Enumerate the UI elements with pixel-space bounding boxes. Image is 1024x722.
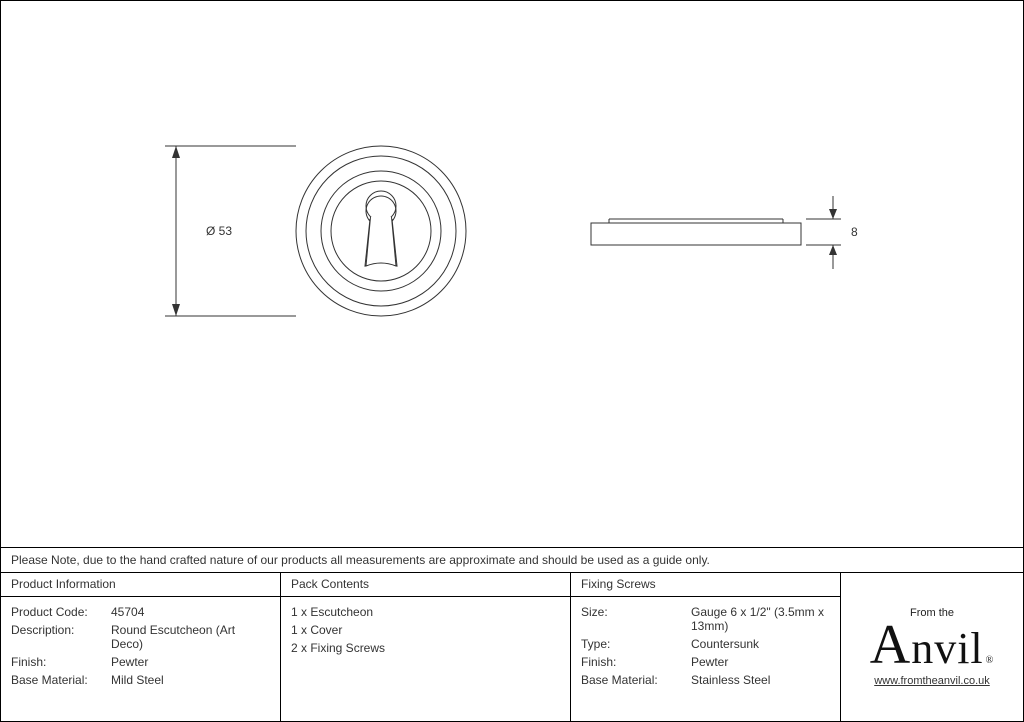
screw-size-label: Size: (581, 605, 691, 633)
drawing-area: Ø 53 (1, 1, 1023, 547)
logo-brand-rest: nvil (911, 627, 983, 671)
screw-type-value: Countersunk (691, 637, 830, 651)
screw-finish-row: Finish: Pewter (581, 655, 830, 669)
logo-brand-a: A (870, 617, 911, 673)
fixing-screws-header: Fixing Screws (571, 573, 840, 597)
base-material-row: Base Material: Mild Steel (11, 673, 270, 687)
finish-label: Finish: (11, 655, 111, 669)
note-row: Please Note, due to the hand crafted nat… (1, 547, 1023, 573)
screw-type-row: Type: Countersunk (581, 637, 830, 651)
note-text: Please Note, due to the hand crafted nat… (11, 553, 710, 567)
base-material-value: Mild Steel (111, 673, 270, 687)
pack-item-2: 1 x Cover (291, 623, 560, 637)
depth-label: 8 (851, 225, 858, 239)
pack-item-3: 2 x Fixing Screws (291, 641, 560, 655)
pack-contents-column: Pack Contents 1 x Escutcheon 1 x Cover 2… (281, 573, 571, 721)
screw-type-label: Type: (581, 637, 691, 651)
product-code-value: 45704 (111, 605, 270, 619)
finish-value: Pewter (111, 655, 270, 669)
page-frame: Ø 53 (0, 0, 1024, 722)
base-material-label: Base Material: (11, 673, 111, 687)
product-info-body: Product Code: 45704 Description: Round E… (1, 597, 280, 721)
description-label: Description: (11, 623, 111, 651)
logo-url: www.fromtheanvil.co.uk (874, 675, 990, 687)
technical-drawing: Ø 53 (1, 1, 1023, 547)
screw-finish-label: Finish: (581, 655, 691, 669)
screw-base-material-label: Base Material: (581, 673, 691, 687)
screw-base-material-value: Stainless Steel (691, 673, 830, 687)
product-code-label: Product Code: (11, 605, 111, 619)
finish-row: Finish: Pewter (11, 655, 270, 669)
fixing-screws-body: Size: Gauge 6 x 1/2" (3.5mm x 13mm) Type… (571, 597, 840, 721)
pack-item-1: 1 x Escutcheon (291, 605, 560, 619)
fixing-screws-column: Fixing Screws Size: Gauge 6 x 1/2" (3.5m… (571, 573, 841, 721)
registered-icon: ® (986, 656, 995, 666)
product-info-header: Product Information (1, 573, 280, 597)
logo-cell: From the Anvil® www.fromtheanvil.co.uk (841, 573, 1023, 721)
dimension-depth (806, 196, 841, 269)
side-view (591, 219, 801, 245)
front-view (296, 146, 466, 316)
info-row: Product Information Product Code: 45704 … (1, 573, 1023, 721)
screw-size-value: Gauge 6 x 1/2" (3.5mm x 13mm) (691, 605, 830, 633)
description-row: Description: Round Escutcheon (Art Deco) (11, 623, 270, 651)
product-info-column: Product Information Product Code: 45704 … (1, 573, 281, 721)
product-code-row: Product Code: 45704 (11, 605, 270, 619)
pack-contents-body: 1 x Escutcheon 1 x Cover 2 x Fixing Scre… (281, 597, 570, 721)
screw-finish-value: Pewter (691, 655, 830, 669)
screw-base-material-row: Base Material: Stainless Steel (581, 673, 830, 687)
diameter-label: Ø 53 (206, 224, 232, 238)
screw-size-row: Size: Gauge 6 x 1/2" (3.5mm x 13mm) (581, 605, 830, 633)
pack-contents-header: Pack Contents (281, 573, 570, 597)
description-value: Round Escutcheon (Art Deco) (111, 623, 270, 651)
logo-brand: Anvil® (870, 617, 995, 673)
